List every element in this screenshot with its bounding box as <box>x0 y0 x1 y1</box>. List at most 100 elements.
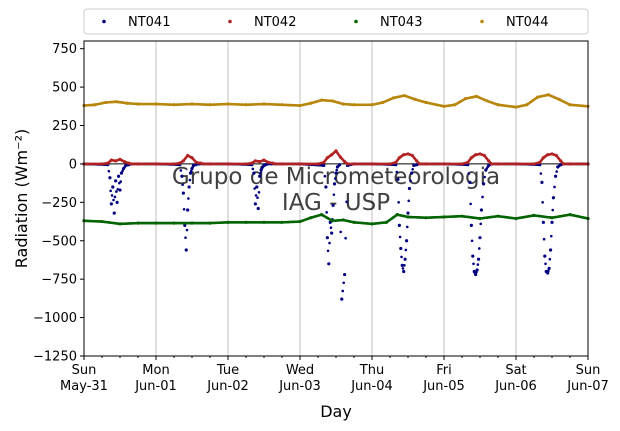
data-point <box>404 239 409 243</box>
data-point <box>335 168 339 172</box>
data-point <box>328 241 331 245</box>
data-point <box>546 271 550 275</box>
data-point <box>543 254 547 258</box>
legend-marker <box>228 19 232 24</box>
data-point <box>471 254 475 258</box>
data-point <box>112 198 115 202</box>
data-point <box>411 168 414 171</box>
data-point <box>253 187 256 190</box>
data-point <box>474 272 478 277</box>
data-point <box>551 208 555 212</box>
x-tick-label: Jun-01 <box>134 379 177 394</box>
data-point <box>397 223 401 227</box>
data-point <box>470 239 474 243</box>
legend-label: NT043 <box>380 15 422 30</box>
data-point <box>407 199 411 203</box>
x-tick-label: Jun-04 <box>350 379 393 394</box>
y-axis-label: Radiation (Wm⁻²) <box>12 129 31 268</box>
y-tick-label: 500 <box>52 81 77 96</box>
data-point <box>333 177 337 180</box>
series-nt043 <box>82 213 590 226</box>
data-point <box>258 174 262 178</box>
series-nt042 <box>82 149 590 166</box>
data-point <box>555 170 558 173</box>
legend-label: NT041 <box>128 15 170 30</box>
data-point <box>540 180 544 184</box>
data-point <box>409 179 412 183</box>
data-point <box>344 236 347 240</box>
data-point <box>118 188 122 192</box>
x-tick-label: Sat <box>505 363 526 378</box>
x-tick-label: Jun-05 <box>422 379 465 394</box>
data-point <box>549 234 553 238</box>
data-series <box>82 93 590 301</box>
data-point <box>253 202 257 206</box>
data-point <box>114 179 118 183</box>
x-tick-label: Fri <box>436 363 452 378</box>
y-axis-ticks: 750 500 250 0 −250 −500 −750 −1000 −1250 <box>33 42 84 365</box>
data-point <box>340 297 344 301</box>
data-point <box>255 185 259 189</box>
data-point <box>539 172 543 175</box>
x-tick-label: Jun-06 <box>494 379 537 394</box>
data-point <box>407 186 412 191</box>
data-point <box>469 223 473 227</box>
data-point <box>402 269 406 274</box>
data-point <box>180 174 184 178</box>
data-point <box>179 169 183 172</box>
y-tick-label: −750 <box>41 273 77 288</box>
data-point <box>119 180 123 183</box>
data-point <box>259 171 262 175</box>
data-point <box>254 194 258 197</box>
data-point <box>554 174 558 178</box>
data-point <box>187 197 190 200</box>
legend-marker <box>354 19 358 24</box>
data-point <box>547 266 551 271</box>
data-point <box>548 248 553 252</box>
legend-marker <box>102 19 106 24</box>
data-point <box>189 169 193 173</box>
legend-marker <box>480 19 484 24</box>
legend-label: NT044 <box>506 15 548 30</box>
data-point <box>342 281 345 285</box>
data-point <box>542 237 546 241</box>
data-point <box>112 211 116 215</box>
data-point <box>325 236 329 240</box>
data-point <box>475 270 478 274</box>
y-tick-label: −1250 <box>33 350 77 365</box>
data-point <box>329 226 333 229</box>
data-point <box>325 211 328 214</box>
x-tick-label: Sun <box>72 363 97 378</box>
data-point <box>400 263 404 267</box>
data-point <box>119 171 124 175</box>
data-point <box>550 220 554 224</box>
y-tick-label: −500 <box>41 234 77 249</box>
data-point <box>343 272 347 277</box>
data-point <box>475 268 479 272</box>
data-point <box>330 231 334 235</box>
data-point <box>479 222 483 226</box>
data-point <box>251 167 255 171</box>
data-point <box>476 257 481 261</box>
x-axis-label: Day <box>320 402 352 421</box>
data-point <box>332 182 337 186</box>
data-point <box>548 257 552 261</box>
data-point <box>107 169 111 173</box>
data-point <box>467 172 471 175</box>
data-point <box>121 169 124 173</box>
data-point <box>332 193 336 196</box>
data-point <box>115 200 119 204</box>
x-tick-label: Thu <box>359 363 384 378</box>
data-point <box>399 246 403 251</box>
x-tick-label: Sun <box>576 363 601 378</box>
series-nt044 <box>82 93 590 109</box>
x-tick-label: May-31 <box>60 379 108 394</box>
data-point <box>257 191 261 194</box>
data-point <box>116 174 121 178</box>
data-point <box>339 230 342 234</box>
data-point <box>334 171 338 175</box>
x-tick-label: Tue <box>216 363 239 378</box>
data-point <box>468 180 472 184</box>
data-point <box>410 171 414 175</box>
